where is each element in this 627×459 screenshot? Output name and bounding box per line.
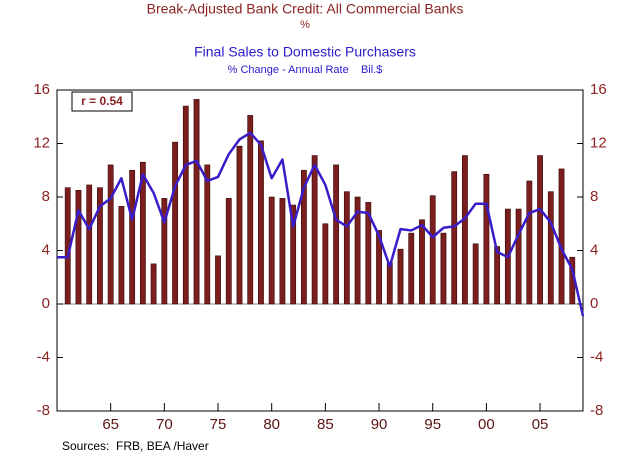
y-tick-label: 16	[33, 81, 50, 98]
bar	[236, 145, 243, 305]
bar	[161, 198, 168, 305]
bar	[300, 169, 307, 305]
bar	[462, 155, 468, 305]
bar	[558, 168, 565, 305]
bar	[386, 262, 393, 305]
y-tick-label: 12	[33, 134, 50, 151]
bar	[419, 219, 425, 305]
chart-subtitle: %	[300, 19, 310, 31]
y2-tick-label: -8	[590, 402, 603, 419]
chart-title: Break-Adjusted Bank Credit: All Commerci…	[147, 1, 464, 17]
bar	[75, 190, 82, 305]
bar	[204, 164, 211, 305]
x-tick-label: 85	[317, 416, 334, 433]
bar	[526, 180, 533, 305]
x-tick-label: 05	[532, 416, 549, 433]
annotation: r = 0.54	[81, 94, 123, 108]
y2-tick-label: 0	[590, 295, 598, 312]
bar	[408, 232, 415, 305]
bar	[172, 141, 178, 305]
bar	[311, 155, 318, 305]
chart-title: Final Sales to Domestic Purchasers	[194, 44, 416, 60]
bar	[150, 263, 157, 305]
x-tick-label: 90	[371, 416, 388, 433]
bar	[333, 164, 340, 305]
bar	[129, 169, 136, 305]
bar	[215, 255, 221, 305]
line	[57, 131, 585, 317]
bar	[494, 246, 501, 305]
bar	[547, 191, 554, 305]
chart-subtitle: % Change - Annual Rate Bil.$	[228, 64, 383, 76]
x-tick-label: 80	[263, 416, 280, 433]
bar	[451, 171, 458, 305]
y2-tick-label: 12	[590, 134, 607, 151]
bar	[354, 196, 361, 305]
bar	[483, 173, 490, 305]
y-tick-label: -4	[37, 348, 50, 365]
plot-frame	[56, 89, 584, 412]
y-tick-label: 0	[42, 295, 50, 312]
y2-tick-label: -4	[590, 348, 603, 365]
bar	[376, 230, 382, 305]
bar	[472, 243, 479, 305]
bar	[279, 198, 286, 305]
bar	[397, 248, 404, 305]
x-tick-label: 95	[424, 416, 441, 433]
bar	[258, 140, 264, 305]
bar	[107, 164, 114, 305]
x-tick-label: 00	[478, 416, 495, 433]
y2-tick-label: 4	[590, 241, 598, 258]
y-tick-label: 8	[42, 188, 50, 205]
y-tick-label: 4	[42, 241, 50, 258]
bar	[86, 184, 93, 305]
bar	[515, 208, 522, 305]
bar	[440, 232, 447, 305]
source: Sources: FRB, BEA /Haver	[62, 439, 209, 453]
bar	[118, 206, 125, 305]
y-tick-label: -8	[37, 402, 50, 419]
bar	[343, 191, 350, 305]
y2-tick-label: 16	[590, 81, 607, 98]
bar	[290, 204, 297, 305]
bar	[182, 105, 189, 305]
bar	[97, 187, 103, 305]
annotation-box	[71, 91, 133, 112]
x-tick-label: 65	[102, 416, 119, 433]
bar	[365, 202, 372, 305]
bar	[193, 99, 200, 305]
x-tick-label: 70	[156, 416, 173, 433]
bar	[225, 198, 232, 305]
bar	[268, 196, 275, 305]
bar	[247, 115, 254, 305]
y2-tick-label: 8	[590, 188, 598, 205]
bar	[537, 155, 543, 305]
bar	[429, 195, 436, 305]
bar	[322, 223, 329, 305]
bar	[139, 161, 146, 305]
x-tick-label: 75	[210, 416, 227, 433]
